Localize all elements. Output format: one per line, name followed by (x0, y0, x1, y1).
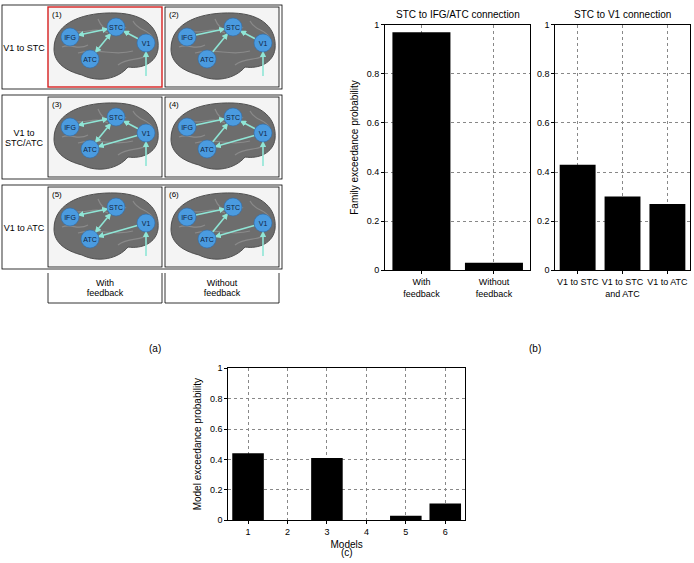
svg-text:IFG: IFG (181, 34, 193, 41)
svg-text:STC to V1 connection: STC to V1 connection (574, 9, 671, 20)
svg-text:4: 4 (364, 527, 369, 537)
svg-text:(c): (c) (341, 547, 353, 558)
svg-text:STC: STC (226, 114, 240, 121)
svg-text:5: 5 (403, 527, 408, 537)
svg-text:0.6: 0.6 (367, 118, 380, 128)
svg-text:ATC: ATC (200, 146, 213, 153)
svg-text:V1 to STCand ATC: V1 to STCand ATC (602, 277, 644, 299)
svg-text:IFG: IFG (64, 214, 76, 221)
svg-text:V1: V1 (259, 40, 268, 47)
svg-text:V1: V1 (259, 130, 268, 137)
svg-text:1: 1 (218, 363, 223, 373)
svg-text:(1): (1) (52, 10, 62, 19)
svg-text:Withfeedback: Withfeedback (87, 278, 124, 298)
svg-text:3: 3 (324, 527, 329, 537)
svg-text:IFG: IFG (64, 124, 76, 131)
svg-text:Family exceedance probability: Family exceedance probability (349, 80, 360, 215)
svg-text:STC: STC (109, 24, 123, 31)
svg-text:(2): (2) (169, 10, 179, 19)
svg-text:0.4: 0.4 (367, 167, 380, 177)
svg-text:V1: V1 (142, 130, 151, 137)
svg-text:IFG: IFG (181, 214, 193, 221)
svg-text:(5): (5) (52, 190, 62, 199)
svg-text:0: 0 (374, 265, 379, 275)
svg-text:0.2: 0.2 (367, 216, 380, 226)
svg-text:0.2: 0.2 (210, 485, 223, 495)
svg-text:STC: STC (226, 204, 240, 211)
svg-text:V1 to STC: V1 to STC (557, 277, 599, 287)
svg-text:0.4: 0.4 (537, 167, 550, 177)
svg-text:2: 2 (285, 527, 290, 537)
svg-text:ATC: ATC (200, 236, 213, 243)
svg-text:Model exceedance probability: Model exceedance probability (192, 378, 203, 510)
svg-text:V1 to STC: V1 to STC (3, 43, 45, 53)
svg-text:0: 0 (544, 265, 549, 275)
svg-text:0.4: 0.4 (210, 455, 223, 465)
svg-text:V1 to ATC: V1 to ATC (4, 223, 45, 233)
svg-text:STC: STC (109, 114, 123, 121)
svg-text:Withfeedback: Withfeedback (403, 277, 440, 299)
svg-text:(3): (3) (52, 100, 62, 109)
svg-text:0.8: 0.8 (210, 394, 223, 404)
svg-text:0.2: 0.2 (537, 216, 550, 226)
svg-text:1: 1 (544, 20, 549, 30)
svg-text:6: 6 (443, 527, 448, 537)
svg-text:STC: STC (109, 204, 123, 211)
svg-text:1: 1 (374, 20, 379, 30)
svg-text:ATC: ATC (83, 56, 96, 63)
svg-text:(6): (6) (169, 190, 179, 199)
svg-text:Models: Models (331, 539, 363, 550)
svg-text:Withoutfeedback: Withoutfeedback (204, 278, 241, 298)
svg-text:STC: STC (226, 24, 240, 31)
svg-text:0.6: 0.6 (210, 424, 223, 434)
svg-text:IFG: IFG (64, 34, 76, 41)
svg-text:ATC: ATC (83, 236, 96, 243)
svg-text:V1: V1 (259, 220, 268, 227)
svg-text:(b): (b) (529, 343, 541, 354)
svg-text:0.8: 0.8 (367, 69, 380, 79)
svg-text:Withoutfeedback: Withoutfeedback (476, 277, 513, 299)
svg-text:V1: V1 (142, 220, 151, 227)
svg-text:(a): (a) (149, 343, 161, 354)
svg-text:V1 to ATC: V1 to ATC (647, 277, 688, 287)
svg-text:V1 toSTC/ATC: V1 toSTC/ATC (5, 128, 43, 148)
svg-text:V1: V1 (142, 40, 151, 47)
svg-text:IFG: IFG (181, 124, 193, 131)
svg-text:ATC: ATC (200, 56, 213, 63)
svg-text:STC to IFG/ATC connection: STC to IFG/ATC connection (396, 9, 520, 20)
svg-text:(4): (4) (169, 100, 179, 109)
svg-text:0.6: 0.6 (537, 118, 550, 128)
svg-text:0.8: 0.8 (537, 69, 550, 79)
svg-text:1: 1 (246, 527, 251, 537)
svg-text:0: 0 (218, 515, 223, 525)
svg-text:ATC: ATC (83, 146, 96, 153)
